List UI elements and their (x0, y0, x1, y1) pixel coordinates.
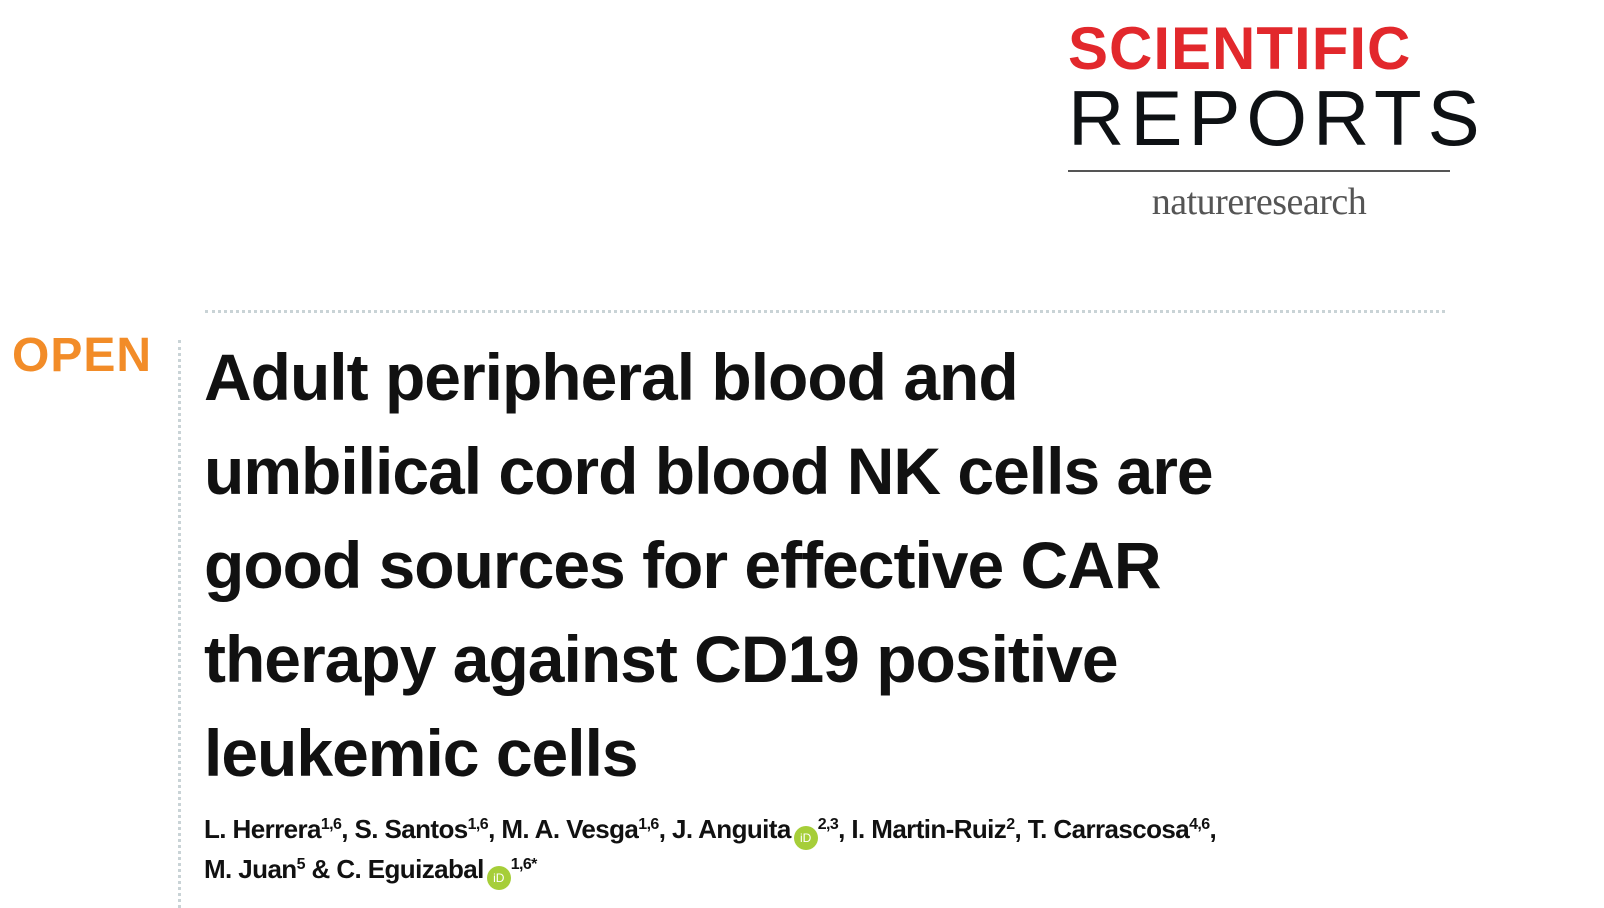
affiliation-superscript: 1,6* (510, 856, 538, 873)
author-separator: , (838, 814, 852, 844)
dotted-divider-horizontal (205, 310, 1445, 313)
publisher-name: natureresearch (1151, 181, 1367, 223)
author-name[interactable]: J. Anguita (671, 814, 791, 844)
author-list: L. Herrera1,6, S. Santos1,6, M. A. Vesga… (204, 810, 1217, 890)
author-separator: , (1209, 814, 1217, 844)
author-name[interactable]: M. Juan (204, 854, 297, 884)
author-name[interactable]: I. Martin-Ruiz (851, 814, 1007, 844)
author-name[interactable]: T. Carrascosa (1027, 814, 1190, 844)
author-name[interactable]: M. A. Vesga (501, 814, 639, 844)
orcid-icon[interactable]: iD (793, 826, 818, 850)
dotted-divider-vertical (178, 340, 181, 908)
affiliation-superscript: 1,6 (467, 816, 489, 833)
title-line: umbilical cord blood NK cells are (204, 434, 1214, 508)
title-line: therapy against CD19 positive (204, 622, 1119, 696)
author-name[interactable]: C. Eguizabal (336, 854, 484, 884)
author-separator: , (1014, 814, 1028, 844)
affiliation-superscript: 1,6 (638, 816, 659, 833)
author-separator: , (341, 814, 355, 844)
orcid-icon[interactable]: iD (486, 866, 511, 890)
article-title: Adult peripheral blood and umbilical cor… (204, 330, 1214, 800)
logo-divider (1068, 170, 1450, 172)
open-access-badge: OPEN (12, 329, 153, 382)
journal-name-line1: SCIENTIFIC (1068, 15, 1412, 82)
journal-name-line2: REPORTS (1068, 74, 1486, 162)
author-separator: & (304, 854, 337, 884)
author-name[interactable]: L. Herrera (204, 814, 321, 844)
affiliation-superscript: 1,6 (320, 816, 342, 833)
journal-logo: SCIENTIFIC REPORTS natureresearch (1068, 15, 1486, 224)
title-line: Adult peripheral blood and (204, 340, 1019, 414)
affiliation-superscript: 2,3 (817, 816, 839, 833)
title-line: leukemic cells (204, 716, 639, 790)
author-separator: , (488, 814, 502, 844)
affiliation-superscript: 2 (1006, 816, 1015, 833)
author-name[interactable]: S. Santos (354, 814, 469, 844)
affiliation-superscript: 5 (296, 856, 306, 873)
author-separator: , (658, 814, 672, 844)
affiliation-superscript: 4,6 (1189, 816, 1210, 833)
title-line: good sources for effective CAR (204, 528, 1162, 602)
